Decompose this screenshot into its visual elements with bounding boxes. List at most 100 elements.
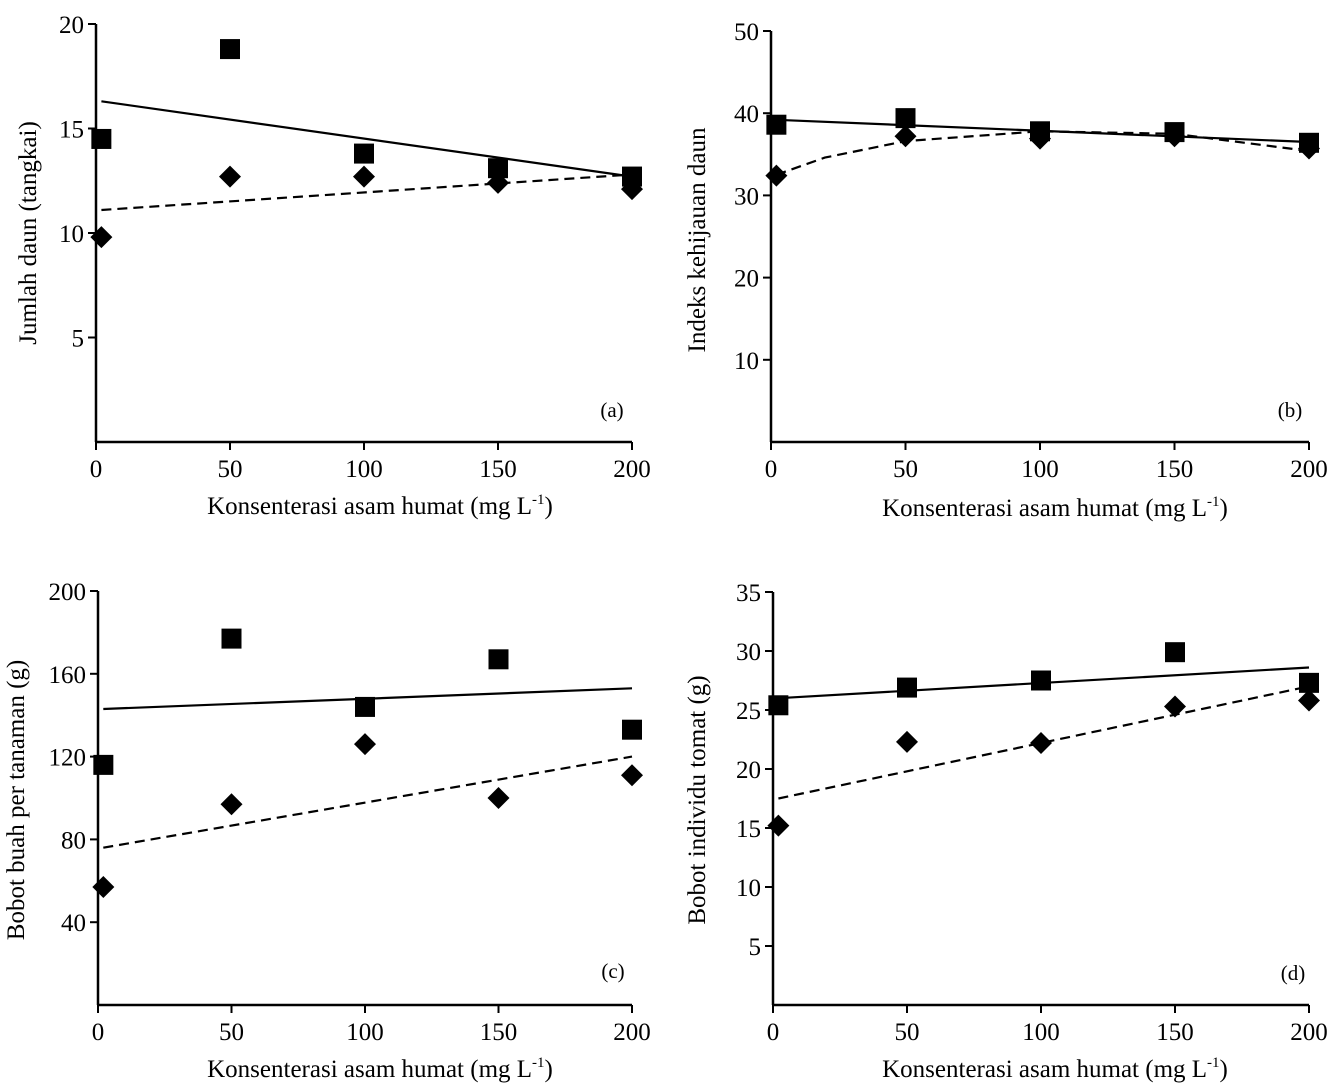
x-tick-label: 50: [895, 1019, 920, 1046]
diamond-marker: [765, 164, 788, 187]
chart-panel: 0 50 100 150 200 5 10 15 20 25 30 35 Konsenterasi as…: [684, 580, 1328, 1083]
y-tick-label: 30: [736, 639, 761, 666]
square-marker: [355, 696, 375, 717]
diamond-marker: [220, 793, 243, 816]
diamond-marker: [487, 171, 509, 194]
panel-label: (a): [600, 398, 623, 422]
x-tick-label: 0: [90, 456, 103, 483]
y-axis-label: Indeks kehijauan daun: [684, 127, 711, 352]
x-tick-label: 200: [1290, 1019, 1328, 1046]
y-tick-label: 10: [59, 221, 84, 248]
x-tick-label: 200: [613, 456, 651, 483]
y-tick-label: 10: [734, 348, 759, 375]
panel-label: (d): [1281, 961, 1306, 985]
y-tick-label: 50: [734, 19, 759, 46]
diamond-marker: [1029, 127, 1051, 150]
diamond-marker: [353, 165, 375, 188]
square-marker: [768, 695, 789, 716]
x-tick-label: 50: [893, 456, 918, 483]
x-tick-label: 150: [479, 456, 517, 483]
diamond-marker: [894, 125, 917, 148]
diamond-marker: [219, 165, 241, 188]
y-tick-label: 30: [734, 183, 759, 210]
diamond-marker: [92, 876, 115, 899]
x-tick-label: 0: [765, 456, 778, 483]
square-marker: [622, 166, 642, 187]
y-axis-label: Bobot buah per tanaman (g): [3, 660, 30, 940]
square-marker: [488, 649, 509, 670]
y-tick-label: 200: [49, 579, 87, 606]
x-tick-label: 0: [92, 1019, 105, 1046]
panel-label: (c): [601, 959, 624, 983]
y-tick-label: 20: [734, 266, 759, 293]
chart-panel: 0 50 100 150 200 5 10 15 20 Konsenterasi asam hum…: [15, 12, 651, 520]
x-axis-label: Konsenterasi asam humat (mg L-1): [207, 1055, 553, 1083]
x-tick-label: 150: [1156, 1019, 1194, 1046]
y-tick-label: 120: [49, 745, 87, 772]
x-tick-label: 100: [346, 1019, 384, 1046]
y-axis-label: Bobot individu tomat (g): [684, 675, 711, 924]
diamond-marker: [1030, 732, 1052, 755]
x-tick-label: 100: [1021, 456, 1059, 483]
diamond-marker: [90, 226, 113, 249]
x-tick-label: 100: [345, 456, 383, 483]
y-tick-label: 80: [61, 827, 86, 854]
y-tick-label: 20: [59, 12, 84, 39]
square-marker: [488, 158, 508, 179]
x-tick-label: 200: [1290, 456, 1328, 483]
x-axis-label: Konsenterasi asam humat (mg L-1): [882, 494, 1228, 522]
chart-panel: 0 50 100 150 200 10 20 30 40 50 Konsenterasi asam …: [684, 19, 1328, 522]
x-tick-label: 50: [219, 1019, 244, 1046]
diamond-marker: [354, 733, 376, 756]
square-marker: [220, 39, 240, 60]
square-marker: [622, 719, 642, 740]
dashed-trend-line: [778, 685, 1310, 800]
y-tick-label: 40: [61, 910, 86, 937]
chart-panel: 0 50 100 150 200 40 80 120 160 200 Konsenterasi as…: [3, 579, 651, 1083]
diamond-marker: [1298, 137, 1320, 160]
diamond-marker: [621, 178, 643, 201]
dashed-trend-line: [101, 173, 633, 212]
square-marker: [897, 677, 917, 698]
square-marker: [766, 114, 787, 135]
diamond-marker: [1298, 689, 1320, 712]
square-marker: [895, 108, 916, 129]
y-tick-label: 25: [736, 698, 761, 725]
diamond-marker: [896, 730, 918, 753]
y-tick-label: 20: [736, 757, 761, 784]
y-tick-label: 15: [736, 816, 761, 843]
x-axis-label: Konsenterasi asam humat (mg L-1): [207, 492, 553, 520]
square-marker: [91, 128, 112, 149]
x-tick-label: 0: [767, 1019, 780, 1046]
solid-trend-line: [101, 100, 633, 178]
square-marker: [221, 628, 242, 649]
square-marker: [93, 754, 114, 775]
square-marker: [1031, 670, 1051, 691]
diamond-marker: [1164, 695, 1186, 718]
y-tick-label: 15: [59, 117, 84, 144]
diamond-marker: [621, 764, 643, 787]
diamond-marker: [767, 814, 790, 837]
x-tick-label: 150: [480, 1019, 518, 1046]
diamond-marker: [1163, 125, 1186, 148]
y-axis-label: Jumlah daun (tangkai): [15, 121, 42, 345]
panel-label: (b): [1278, 398, 1303, 422]
x-tick-label: 100: [1022, 1019, 1060, 1046]
y-tick-label: 160: [49, 662, 87, 689]
diamond-marker: [487, 787, 510, 809]
x-tick-label: 50: [218, 456, 243, 483]
dashed-trend-line: [103, 755, 633, 849]
x-tick-label: 150: [1156, 456, 1194, 483]
square-marker: [354, 143, 374, 164]
y-tick-label: 35: [736, 580, 761, 607]
x-axis-label: Konsenterasi asam humat (mg L-1): [882, 1055, 1228, 1083]
x-tick-label: 200: [613, 1019, 651, 1046]
y-tick-label: 10: [736, 875, 761, 902]
square-marker: [1165, 642, 1185, 663]
y-tick-label: 5: [72, 326, 85, 353]
dashed-trend-line: [776, 130, 1310, 176]
y-tick-label: 40: [734, 101, 759, 128]
y-tick-label: 5: [749, 934, 762, 961]
